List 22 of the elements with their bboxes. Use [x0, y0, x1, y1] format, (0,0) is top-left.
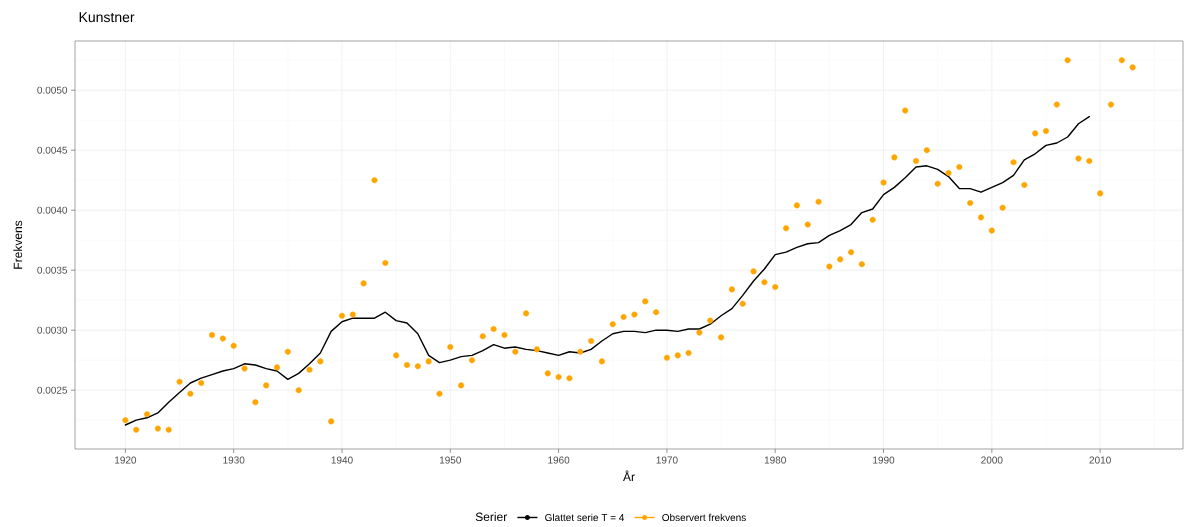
- x-tick-label: 1930: [223, 456, 245, 464]
- y-tick-label: 0.0030: [37, 326, 68, 334]
- y-tick-label: 0.0040: [37, 206, 68, 214]
- chart-title: Kunstner: [79, 12, 135, 23]
- legend-label: Observert frekvens: [662, 513, 746, 522]
- y-tick-label: 0.0035: [37, 266, 68, 274]
- x-tick-label: 1980: [764, 456, 786, 464]
- y-tick-label: 0.0045: [37, 146, 68, 154]
- y-axis-title: Frekvens: [13, 220, 23, 269]
- x-tick-label: 1990: [873, 456, 895, 464]
- x-tick-label: 2010: [1089, 456, 1111, 464]
- legend-title: Serier: [475, 512, 508, 522]
- legend-label: Glattet serie T = 4: [545, 513, 625, 522]
- x-tick-label: 1940: [331, 456, 353, 464]
- y-tick-label: 0.0050: [37, 86, 68, 94]
- x-tick-label: 1970: [656, 456, 678, 464]
- x-tick-label: 1960: [548, 456, 570, 464]
- x-axis-title: År: [623, 470, 635, 481]
- x-tick-label: 1920: [115, 456, 137, 464]
- x-tick-label: 1950: [439, 456, 462, 464]
- y-tick-label: 0.0025: [37, 386, 68, 394]
- x-tick-label: 2000: [981, 456, 1003, 464]
